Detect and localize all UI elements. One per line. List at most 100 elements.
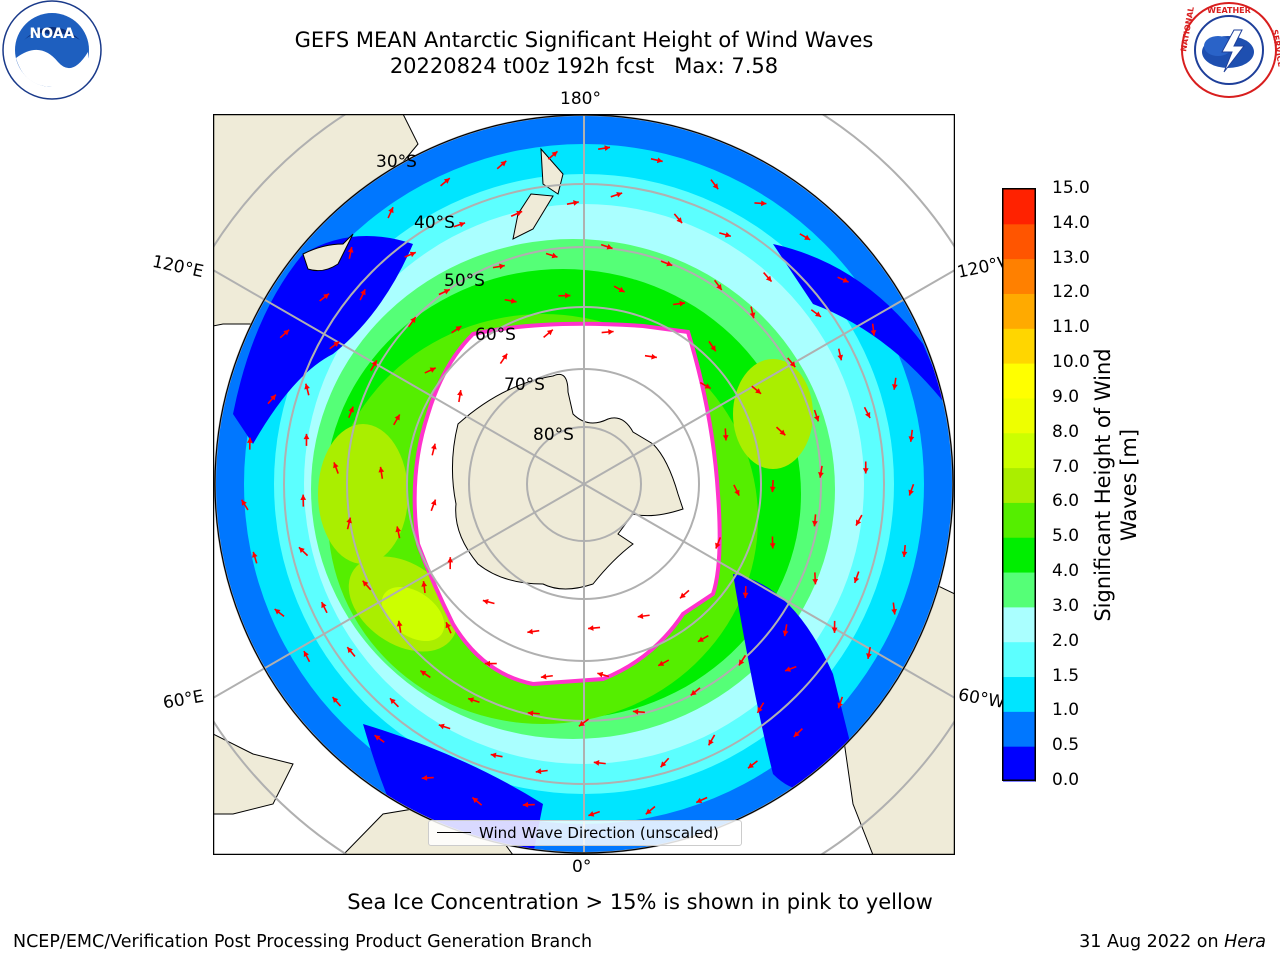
wave-direction-arrowhead — [588, 625, 594, 631]
wave-direction-arrowhead — [588, 811, 595, 817]
colorbar-segment — [1003, 293, 1035, 329]
wave-direction-arrowhead — [551, 151, 558, 157]
wave-direction-arrowhead — [679, 300, 686, 307]
colorbar-segment — [1003, 397, 1035, 434]
wave-direction-arrowhead — [527, 628, 533, 635]
wave-direction-arrowhead — [769, 486, 776, 493]
lat-label-80s: 80°S — [533, 425, 574, 445]
colorbar-segment — [1003, 258, 1035, 294]
wave-direction-arrowhead — [374, 735, 381, 741]
wave-direction-arrowhead — [443, 289, 450, 295]
chart-title: GEFS MEAN Antarctic Significant Height o… — [294, 28, 874, 52]
meridian-label-60w: 60°W — [956, 685, 1007, 713]
map-frame — [213, 114, 955, 855]
wave-direction-arrowhead — [527, 710, 534, 717]
wave-direction-arrowhead — [396, 620, 403, 627]
colorbar-segment — [1003, 641, 1035, 678]
colorbar-tick-label: 6.0 — [1052, 491, 1080, 512]
colorbar-tick-label: 1.5 — [1052, 665, 1080, 686]
lat-label-60s: 60°S — [475, 325, 516, 345]
colorbar-tick-label: 7.0 — [1052, 456, 1080, 477]
wave-direction-arrowhead — [551, 252, 558, 259]
colorbar-segment — [1003, 328, 1035, 364]
colorbar-tick-label: 15.0 — [1052, 178, 1090, 198]
wave-direction-arrowhead — [632, 708, 639, 715]
wave-direction-arrowhead — [738, 659, 745, 666]
wave-direction-arrowhead — [303, 433, 310, 440]
colorbar-segment — [1003, 606, 1035, 643]
colorbar-segment — [1003, 676, 1035, 712]
wave-direction-arrowhead — [484, 660, 491, 667]
wave-direction-arrowhead — [333, 341, 340, 348]
map-legend: Wind Wave Direction (unscaled) — [428, 820, 742, 846]
wave-direction-arrowhead — [409, 251, 416, 258]
wave-direction-arrowhead — [818, 471, 824, 478]
wave-direction-arrowhead — [813, 415, 820, 422]
wave-direction-arrowhead — [246, 437, 253, 443]
wave-direction-arrowhead — [645, 808, 652, 815]
colorbar-segment — [1003, 746, 1035, 782]
wave-direction-arrowhead — [769, 543, 776, 549]
wave-direction-arrowhead — [457, 390, 463, 396]
wave-direction-arrowhead — [782, 630, 789, 637]
wave-direction-arrowhead — [704, 383, 711, 389]
wave-direction-arrowhead — [785, 666, 792, 672]
wave-direction-arrowhead — [468, 697, 474, 703]
wave-direction-arrowhead — [679, 592, 686, 599]
wave-direction-arrowhead — [789, 361, 796, 368]
wave-direction-arrowhead — [742, 592, 749, 599]
wave-direction-arrowhead — [546, 329, 553, 336]
wave-direction-arrowhead — [510, 298, 517, 304]
colorbar-tick-label: 10.0 — [1052, 352, 1090, 373]
wave-direction-arrowhead — [804, 234, 811, 240]
wave-direction-arrowhead — [298, 547, 305, 554]
wave-direction-arrowhead — [892, 384, 898, 390]
wave-direction-arrowhead — [500, 160, 507, 167]
colorbar-tick-label: 0.0 — [1052, 770, 1080, 790]
wave-direction-arrowhead — [421, 775, 428, 781]
svg-text:SERVICE: SERVICE — [1270, 29, 1280, 68]
footer-host: Hera — [1224, 932, 1266, 952]
tasmania — [302, 233, 354, 272]
colorbar-segment — [1003, 363, 1035, 399]
wave-direction-arrowhead — [716, 283, 722, 290]
wave-direction-arrowhead — [360, 289, 366, 296]
wave-direction-arrowhead — [535, 768, 542, 775]
wave-direction-arrowhead — [658, 660, 665, 666]
wave-direction-arrowhead — [724, 232, 731, 238]
wave-direction-arrowhead — [715, 542, 721, 549]
footer-date: 31 Aug 2022 on Hera — [1079, 932, 1266, 952]
wave-direction-arrowhead — [593, 760, 600, 766]
wave-direction-arrowhead — [578, 720, 585, 727]
colorbar-tick-label: 1.0 — [1052, 700, 1080, 721]
map-panel — [213, 114, 955, 855]
chart-subtitle: 20220824 t00z 192h fcst Max: 7.58 — [389, 54, 779, 78]
meridian-label-180: 180° — [560, 89, 601, 109]
wave-direction-arrowhead — [708, 739, 714, 746]
wave-direction-arrowhead — [747, 762, 754, 769]
wave-direction-arrowhead — [660, 761, 667, 768]
wave-direction-arrowhead — [618, 286, 625, 293]
lat-label-40s: 40°S — [414, 213, 455, 233]
wave-direction-arrowhead — [837, 702, 843, 709]
wave-direction-arrowhead — [300, 494, 307, 500]
wave-direction-arrowhead — [779, 429, 786, 436]
wave-direction-arrowhead — [347, 647, 353, 654]
wave-direction-arrowhead — [389, 698, 396, 705]
wave-direction-arrowhead — [443, 178, 450, 184]
wave-direction-arrowhead — [604, 145, 611, 151]
meridian-label-120e: 120°E — [150, 251, 206, 283]
wave-direction-arrowhead — [656, 157, 663, 164]
wave-direction-arrowhead — [697, 636, 704, 642]
wave-direction-arrowhead — [757, 706, 763, 713]
footer-date-text: 31 Aug 2022 on — [1079, 932, 1225, 952]
wave-direction-arrowhead — [866, 653, 872, 659]
wave-direction-arrowhead — [666, 260, 673, 267]
wave-direction-arrowhead — [540, 673, 547, 680]
colorbar-tick-label: 13.0 — [1052, 247, 1090, 268]
noaa-logo-text: NOAA — [30, 26, 75, 42]
wave-direction-arrowhead — [908, 489, 914, 496]
graticule-meridians — [213, 114, 955, 855]
wave-direction-arrowhead — [722, 434, 729, 441]
wave-direction-arrowhead — [482, 599, 489, 605]
